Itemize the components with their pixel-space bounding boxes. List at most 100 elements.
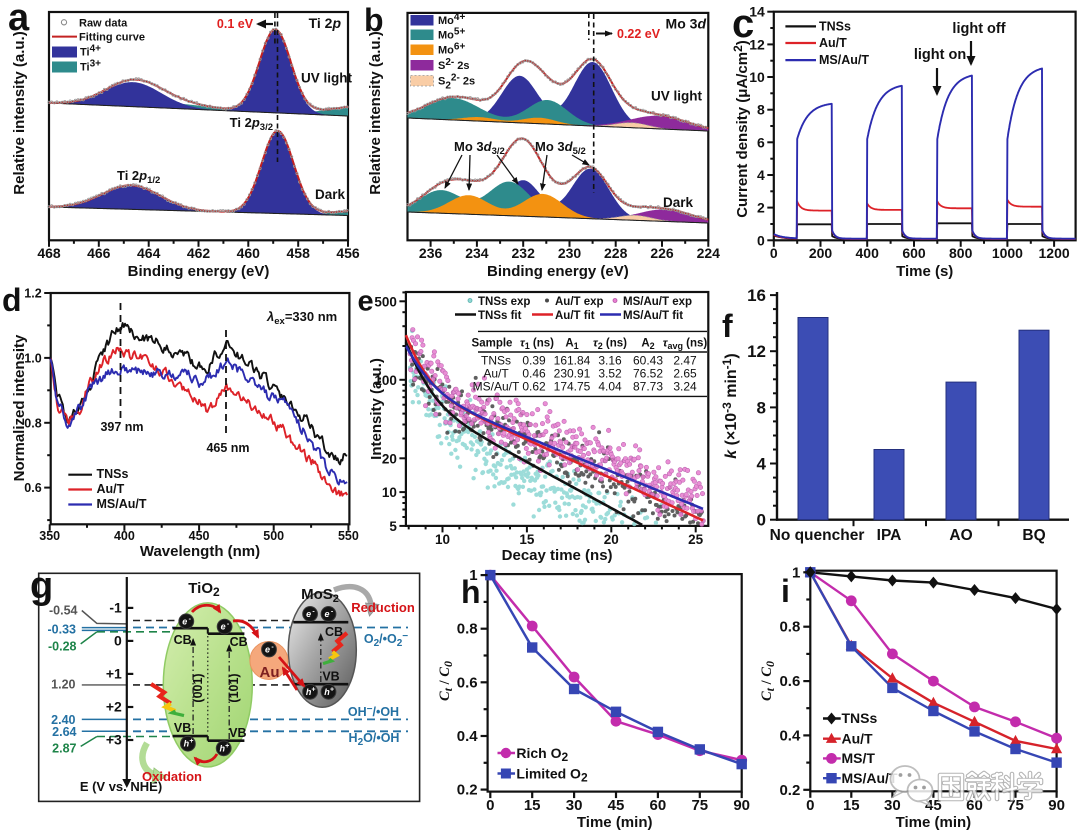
svg-text:λex=330 nm: λex=330 nm <box>266 309 337 327</box>
svg-text:8: 8 <box>757 102 765 118</box>
svg-text:f: f <box>722 308 733 344</box>
svg-text:Au/T: Au/T <box>483 367 509 381</box>
svg-text:h: h <box>324 687 330 697</box>
svg-text:MS/Au/T: MS/Au/T <box>842 770 898 786</box>
svg-text:550: 550 <box>338 529 359 543</box>
svg-text:4: 4 <box>757 455 767 474</box>
svg-text:h: h <box>461 574 481 610</box>
svg-text:15: 15 <box>519 532 535 547</box>
svg-text:1.20: 1.20 <box>51 677 75 691</box>
svg-text:12: 12 <box>749 36 765 52</box>
svg-text:TNSs: TNSs <box>481 354 511 368</box>
svg-text:Au: Au <box>260 664 280 681</box>
svg-text:0.6: 0.6 <box>457 674 478 691</box>
svg-text:Relative intensity (a.u.): Relative intensity (a.u.) <box>367 31 384 194</box>
svg-text:Ti 2p: Ti 2p <box>309 15 342 31</box>
svg-text:Binding energy (eV): Binding energy (eV) <box>487 263 629 280</box>
svg-text:Wavelength (nm): Wavelength (nm) <box>140 543 260 560</box>
svg-text:i: i <box>781 573 790 609</box>
svg-text:2.87: 2.87 <box>52 742 76 756</box>
svg-text:TNSs: TNSs <box>819 20 851 34</box>
svg-text:Time (s): Time (s) <box>896 263 953 280</box>
svg-text:2.47: 2.47 <box>673 354 697 368</box>
svg-text:Rich O2: Rich O2 <box>516 745 568 764</box>
svg-text:0: 0 <box>806 797 814 814</box>
svg-text:TiO2: TiO2 <box>188 580 220 599</box>
svg-text:8: 8 <box>757 398 766 417</box>
svg-text:0.46: 0.46 <box>522 367 546 381</box>
svg-text:TNSs: TNSs <box>842 710 878 726</box>
svg-text:light on: light on <box>914 47 966 63</box>
svg-text:460: 460 <box>237 245 261 261</box>
svg-text:500: 500 <box>263 529 284 543</box>
svg-text:+: + <box>330 686 334 693</box>
svg-text:76.52: 76.52 <box>633 367 663 381</box>
svg-text:2.65: 2.65 <box>673 367 697 381</box>
svg-text:2.40: 2.40 <box>51 713 75 727</box>
svg-text:400: 400 <box>856 245 880 261</box>
svg-text:2: 2 <box>757 200 765 216</box>
svg-text:30: 30 <box>566 797 583 814</box>
svg-text:75: 75 <box>691 797 708 814</box>
svg-text:Normalized intensity: Normalized intensity <box>11 334 28 481</box>
svg-text:No quencher: No quencher <box>770 527 865 544</box>
svg-text:20: 20 <box>604 532 619 547</box>
svg-text:0.1 eV: 0.1 eV <box>217 17 254 31</box>
svg-text:a: a <box>8 0 30 39</box>
svg-text:90: 90 <box>733 797 750 814</box>
svg-text:light off: light off <box>952 21 1005 37</box>
svg-text:234: 234 <box>465 245 489 261</box>
svg-text:15: 15 <box>524 797 541 814</box>
svg-text:Fitting curve: Fitting curve <box>79 32 145 44</box>
svg-text:CB: CB <box>230 635 248 649</box>
svg-text:0.4: 0.4 <box>457 728 479 745</box>
svg-text:BQ: BQ <box>1022 527 1045 544</box>
svg-text:Intensity (a.u.): Intensity (a.u.) <box>368 358 385 460</box>
svg-text:0: 0 <box>486 797 494 814</box>
svg-text:1.0: 1.0 <box>24 351 41 365</box>
svg-text:230.91: 230.91 <box>554 367 591 381</box>
svg-text:τ1 (ns): τ1 (ns) <box>520 338 554 352</box>
svg-text:MoS2: MoS2 <box>301 586 339 605</box>
svg-text:350: 350 <box>39 529 60 543</box>
svg-text:Time (min): Time (min) <box>577 814 653 831</box>
svg-text:MS/Au/T: MS/Au/T <box>97 497 147 511</box>
svg-text:Dark: Dark <box>663 195 694 210</box>
svg-text:458: 458 <box>287 245 311 261</box>
svg-text:0.62: 0.62 <box>522 380 546 394</box>
svg-text:d: d <box>2 282 22 318</box>
svg-text:TNSs: TNSs <box>97 467 129 481</box>
svg-text:161.84: 161.84 <box>554 354 591 368</box>
svg-text:+3: +3 <box>106 732 122 748</box>
svg-text:Au/T fit: Au/T fit <box>555 310 595 322</box>
svg-text:e: e <box>265 645 270 655</box>
svg-text:87.73: 87.73 <box>633 380 663 394</box>
svg-text:Oxidation: Oxidation <box>142 769 202 784</box>
svg-text:465 nm: 465 nm <box>206 441 249 455</box>
svg-text:Mo 3d: Mo 3d <box>666 16 707 32</box>
svg-text:1200: 1200 <box>1039 245 1070 261</box>
svg-text:0.2: 0.2 <box>457 782 478 799</box>
svg-text:MS/Au/T: MS/Au/T <box>473 380 520 394</box>
svg-text:20: 20 <box>382 451 397 466</box>
svg-text:1000: 1000 <box>992 245 1023 261</box>
svg-text:Dark: Dark <box>315 187 346 202</box>
svg-text:4.04: 4.04 <box>598 380 622 394</box>
svg-text:+2: +2 <box>106 699 122 715</box>
svg-text:VB: VB <box>174 721 191 735</box>
svg-text:e: e <box>221 622 226 632</box>
svg-text:468: 468 <box>37 245 61 261</box>
svg-text:Raw data: Raw data <box>79 18 128 30</box>
svg-text:10: 10 <box>382 485 397 500</box>
svg-text:+: + <box>312 686 316 693</box>
svg-text:10: 10 <box>749 69 765 85</box>
svg-text:Au/T: Au/T <box>97 482 125 496</box>
svg-text:1: 1 <box>469 567 477 584</box>
svg-text:+: + <box>189 738 193 745</box>
svg-text:10: 10 <box>435 532 450 547</box>
svg-text:S2- 2s: S2- 2s <box>438 57 470 72</box>
svg-text:TNSs exp: TNSs exp <box>478 296 530 308</box>
svg-text:466: 466 <box>87 245 111 261</box>
svg-text:1.2: 1.2 <box>24 287 41 301</box>
svg-text:0: 0 <box>757 232 765 248</box>
